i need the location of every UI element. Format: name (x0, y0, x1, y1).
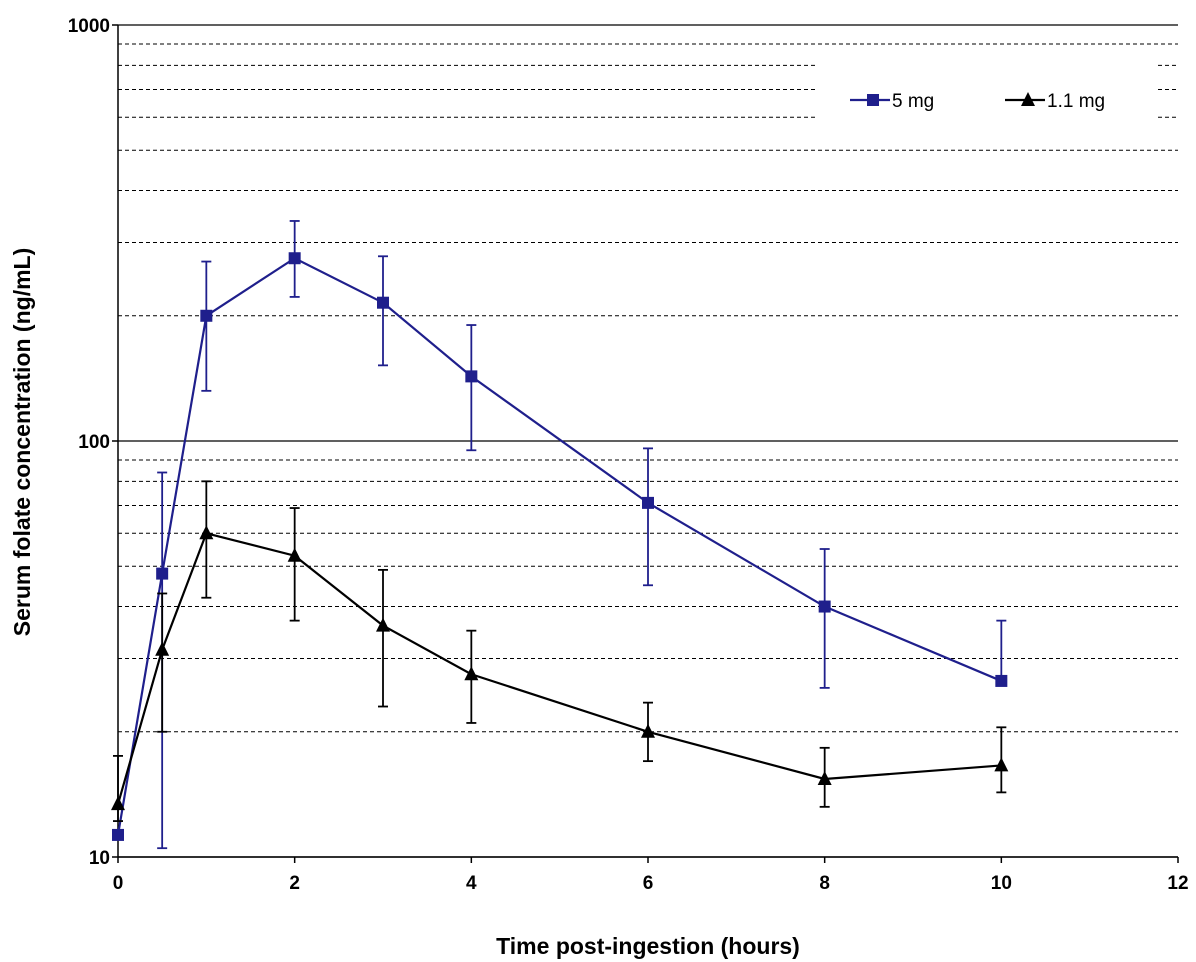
data-point-triangle (111, 796, 125, 811)
data-point-square (288, 252, 301, 265)
data-point-square (465, 370, 478, 383)
x-tick-label: 6 (643, 873, 654, 894)
data-point-triangle (817, 770, 832, 785)
y-axis-title: Serum folate concentration (ng/mL) (9, 248, 35, 636)
legend-marker-triangle (1021, 92, 1035, 106)
x-tick-label: 2 (289, 873, 300, 894)
series-1-1mg (111, 480, 1009, 822)
x-axis-title: Time post-ingestion (hours) (496, 933, 800, 959)
x-tick-label: 10 (991, 873, 1012, 894)
axes: 10 100 1000 0 2 4 6 8 10 12 (68, 16, 1189, 894)
data-point-square (995, 674, 1008, 687)
legend-label: 5 mg (892, 91, 934, 112)
legend-marker-square (867, 94, 879, 106)
data-point-square (642, 496, 654, 509)
data-point-triangle (641, 723, 655, 738)
x-tick-label: 4 (466, 873, 477, 894)
y-tick-label: 10 (89, 848, 110, 869)
series-line (116, 531, 1002, 805)
data-point-square (377, 296, 389, 309)
data-point-square (818, 600, 831, 613)
legend: 5 mg 1.1 mg (850, 91, 1105, 112)
y-tick-label: 100 (78, 432, 110, 453)
x-tick-label: 12 (1167, 873, 1188, 894)
data-point-triangle (994, 757, 1009, 772)
y-tick-label: 1000 (68, 16, 110, 37)
legend-label: 1.1 mg (1047, 91, 1105, 112)
data-point-triangle (464, 666, 479, 681)
data-point-square (200, 309, 213, 322)
x-tick-label: 8 (819, 873, 830, 894)
series-layer (111, 220, 1009, 850)
data-point-triangle (199, 525, 214, 540)
series-5mg (112, 220, 1008, 850)
data-point-triangle (376, 617, 390, 632)
data-point-square (112, 828, 124, 841)
data-point-triangle (155, 641, 170, 656)
data-point-square (156, 567, 169, 580)
data-point-triangle (287, 547, 302, 562)
x-tick-label: 0 (113, 873, 124, 894)
series-line (116, 256, 1002, 836)
